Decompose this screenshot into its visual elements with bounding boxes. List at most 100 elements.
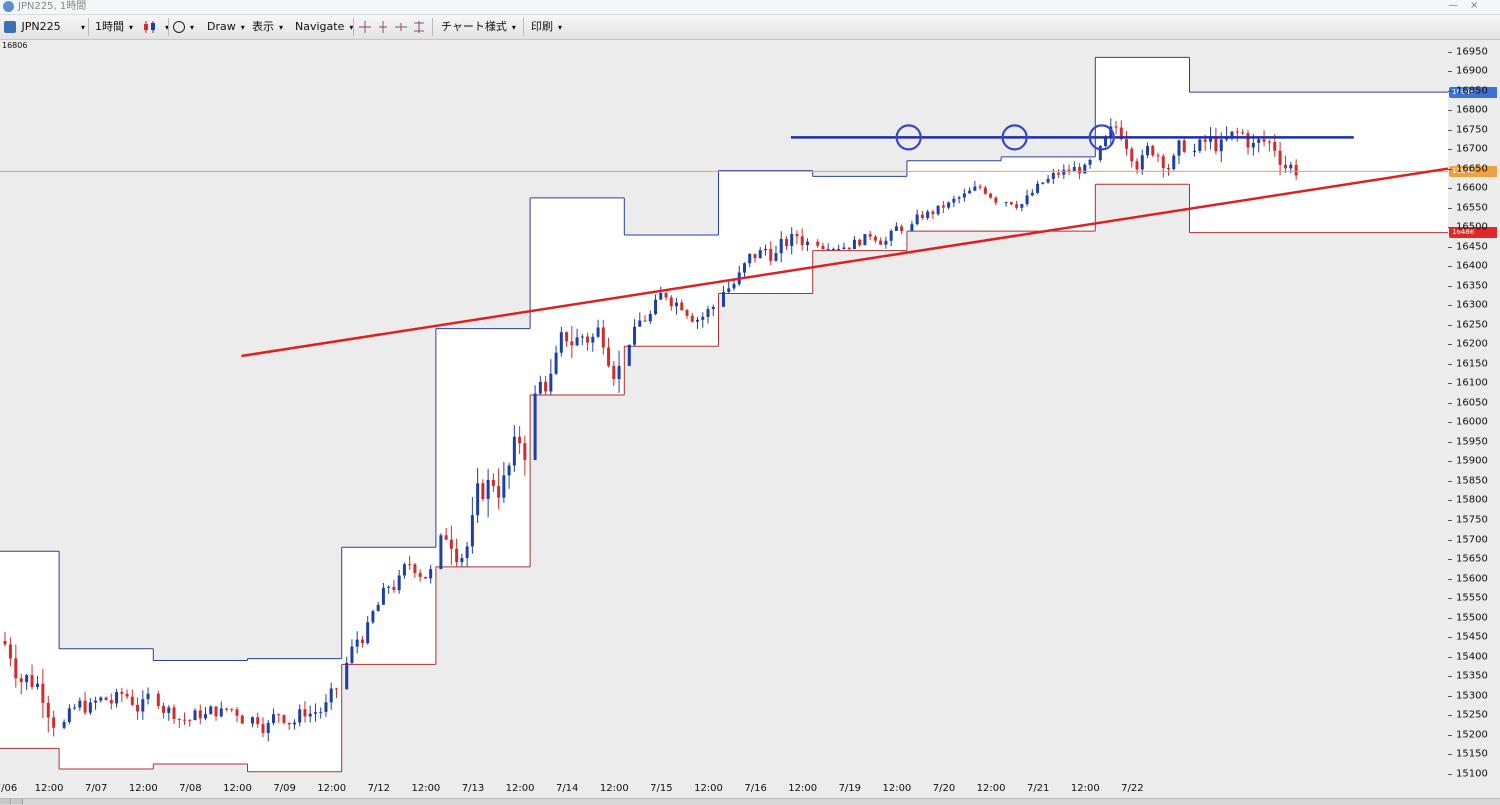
bull-candle (1251, 142, 1255, 148)
price-tick-label: 16600 (1456, 182, 1488, 194)
price-tick (1448, 168, 1452, 170)
price-tick (1448, 519, 1452, 521)
chevron-down-icon: ▾ (511, 23, 516, 32)
price-tick (1448, 773, 1452, 775)
symbol-select[interactable]: JPN225 (4, 15, 61, 39)
bull-candle (1109, 126, 1113, 137)
bull-candle (648, 314, 652, 322)
bear-candle (685, 310, 689, 316)
bear-candle (821, 245, 825, 250)
bull-candle (742, 263, 746, 273)
bull-candle (538, 381, 542, 394)
chart-style-menu[interactable]: チャート様式 ▾ (441, 15, 516, 39)
draw-menu[interactable]: Draw ▾ (207, 15, 245, 39)
bear-candle (989, 193, 993, 198)
price-tick (1448, 559, 1452, 561)
bull-candle (88, 702, 92, 713)
price-tick (1448, 480, 1452, 482)
minimize-button[interactable]: — (1448, 0, 1458, 11)
bull-candle (1257, 139, 1261, 143)
bull-candle (533, 393, 537, 461)
bull-candle (1172, 155, 1176, 170)
bear-candle (46, 702, 50, 718)
bear-candle (920, 214, 924, 218)
bear-candle (1235, 131, 1239, 133)
upper-band-price-tag: 16846 (1449, 86, 1497, 98)
price-axis[interactable]: 16846 16643 16486 16950 16900 16850 16800 16… (1448, 40, 1500, 782)
bear-candle (1203, 139, 1207, 142)
chart-type-button[interactable]: ▾ (142, 15, 169, 39)
price-tick-label: 15200 (1456, 729, 1488, 741)
time-tick-label: 7/14 (555, 783, 579, 794)
bull-candle (706, 309, 710, 317)
timeframe-select[interactable]: 1時間 ▾ (95, 15, 133, 39)
price-tick (1448, 656, 1452, 658)
price-tick-label: 16000 (1456, 416, 1488, 428)
bull-candle (345, 662, 349, 690)
close-button[interactable]: × (1470, 0, 1479, 11)
bear-candle (1262, 139, 1266, 142)
lower-band-price-tag: 16486 (1449, 227, 1497, 239)
bull-candle (1193, 150, 1196, 152)
price-tick (1448, 637, 1452, 639)
bull-candle (952, 198, 956, 203)
bull-candle (1289, 164, 1293, 169)
time-tick-label: 7/21 (1026, 783, 1050, 794)
scroll-right-button[interactable] (12, 799, 23, 804)
bear-candle (1009, 202, 1013, 205)
bear-candle (586, 336, 590, 343)
price-chart[interactable] (0, 40, 1500, 782)
print-menu[interactable]: 印刷 ▾ (531, 15, 562, 39)
horizontal-line-tool-button[interactable] (394, 15, 408, 39)
bull-candle (1219, 139, 1223, 152)
time-tick-label: 12:00 (788, 783, 818, 794)
bull-candle (324, 702, 328, 712)
price-tick (1448, 51, 1452, 53)
bull-candle (638, 320, 642, 327)
bear-candle (769, 248, 773, 261)
bear-candle (277, 714, 281, 716)
navigate-menu[interactable]: Navigate ▾ (295, 15, 353, 39)
window-title: JPN225, 1時間 (18, 1, 87, 12)
price-tick (1448, 617, 1452, 619)
bull-candle (596, 327, 600, 337)
time-axis[interactable]: 7/06 12:00 7/07 12:00 7/08 12:00 7/09 12:00 7/12… (0, 782, 1448, 798)
crosshair-tool-button[interactable] (358, 15, 372, 39)
bull-candle (193, 710, 197, 721)
touch-marker-circle (1001, 124, 1028, 151)
vertical-line-tool-button[interactable] (376, 15, 390, 39)
bull-candle (711, 306, 715, 310)
chart-canvas[interactable] (0, 40, 1448, 782)
bull-candle (654, 299, 658, 315)
view-menu[interactable]: 表示 ▾ (252, 15, 283, 39)
bear-candle (455, 548, 459, 563)
time-tick-label: 7/22 (1121, 783, 1144, 794)
time-tick-label: 12:00 (1070, 783, 1100, 794)
bear-candle (104, 697, 108, 701)
zoom-tool-button[interactable] (412, 15, 426, 39)
bear-candle (868, 234, 872, 237)
bull-candle (470, 515, 474, 547)
zoom-icon (414, 21, 424, 33)
bear-candle (753, 253, 757, 259)
bull-candle (732, 284, 736, 289)
bear-candle (607, 347, 611, 366)
bear-candle (481, 483, 485, 499)
price-tick-label: 16500 (1456, 221, 1488, 233)
bear-candle (900, 226, 904, 232)
bear-candle (1151, 145, 1155, 156)
bull-candle (763, 248, 767, 251)
daily-range-box (1189, 92, 1448, 233)
daily-range-box (530, 197, 625, 396)
scroll-left-button[interactable] (0, 799, 11, 804)
time-tick-label: 7/15 (650, 783, 673, 794)
bull-candle (1140, 155, 1144, 170)
shape-tool-button[interactable]: ▾ (173, 15, 194, 39)
bear-candle (544, 381, 548, 392)
bull-candle (266, 722, 270, 733)
bear-candle (1130, 148, 1134, 162)
symbol-dropdown-button[interactable]: ▾ (76, 15, 85, 39)
bull-candle (722, 291, 725, 307)
bear-candle (858, 239, 862, 246)
bull-candle (1098, 146, 1102, 161)
